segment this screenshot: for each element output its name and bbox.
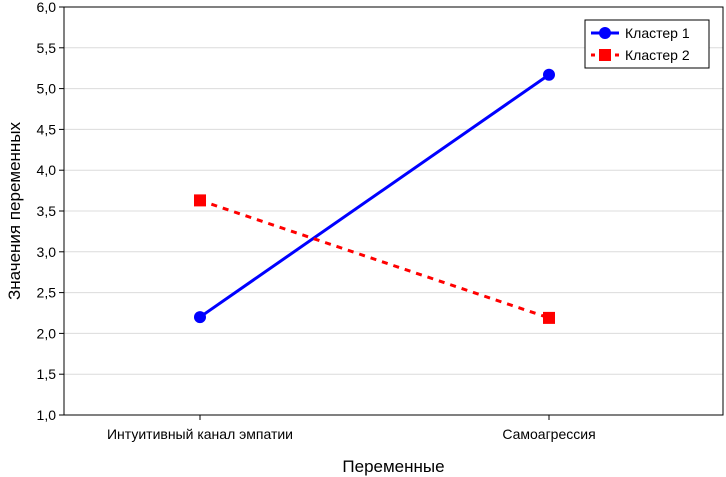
y-tick-label: 1,5 — [37, 366, 57, 382]
data-point — [543, 311, 555, 324]
y-tick-label: 3,5 — [37, 203, 57, 219]
y-axis-title: Значения переменных — [5, 121, 24, 300]
y-tick-label: 5,0 — [37, 81, 57, 97]
y-tick-label: 6,0 — [37, 0, 57, 15]
legend: Кластер 1 Кластер 2 — [584, 19, 710, 69]
y-tick-label: 4,0 — [37, 162, 57, 178]
x-tick-label: Самоагрессия — [502, 426, 595, 442]
y-tick-label: 4,5 — [37, 121, 57, 137]
legend-label: Кластер 2 — [625, 47, 690, 63]
legend-marker — [599, 49, 611, 61]
y-tick-label: 2,5 — [37, 285, 57, 301]
series-line-1 — [199, 73, 550, 319]
data-point — [194, 194, 206, 207]
legend-label: Кластер 1 — [625, 25, 690, 41]
data-point — [543, 68, 555, 81]
series-layer — [194, 68, 555, 324]
x-axis-ticks: Интуитивный канал эмпатии Самоагрессия — [107, 415, 596, 442]
legend-marker — [599, 27, 611, 39]
series-line-2 — [199, 198, 550, 320]
y-tick-label: 1,0 — [37, 407, 57, 423]
grid-lines — [64, 47, 723, 375]
x-tick-label: Интуитивный канал эмпатии — [107, 426, 293, 442]
y-tick-label: 3,0 — [37, 244, 57, 260]
x-axis-title: Переменные — [342, 457, 444, 476]
data-point — [194, 311, 206, 324]
y-tick-label: 5,5 — [37, 40, 57, 56]
y-axis-ticks: 1,0 1,5 2,0 2,5 3,0 3,5 4,0 4,5 5,0 5,5 6,0 — [37, 0, 64, 423]
y-tick-label: 2,0 — [37, 325, 57, 341]
